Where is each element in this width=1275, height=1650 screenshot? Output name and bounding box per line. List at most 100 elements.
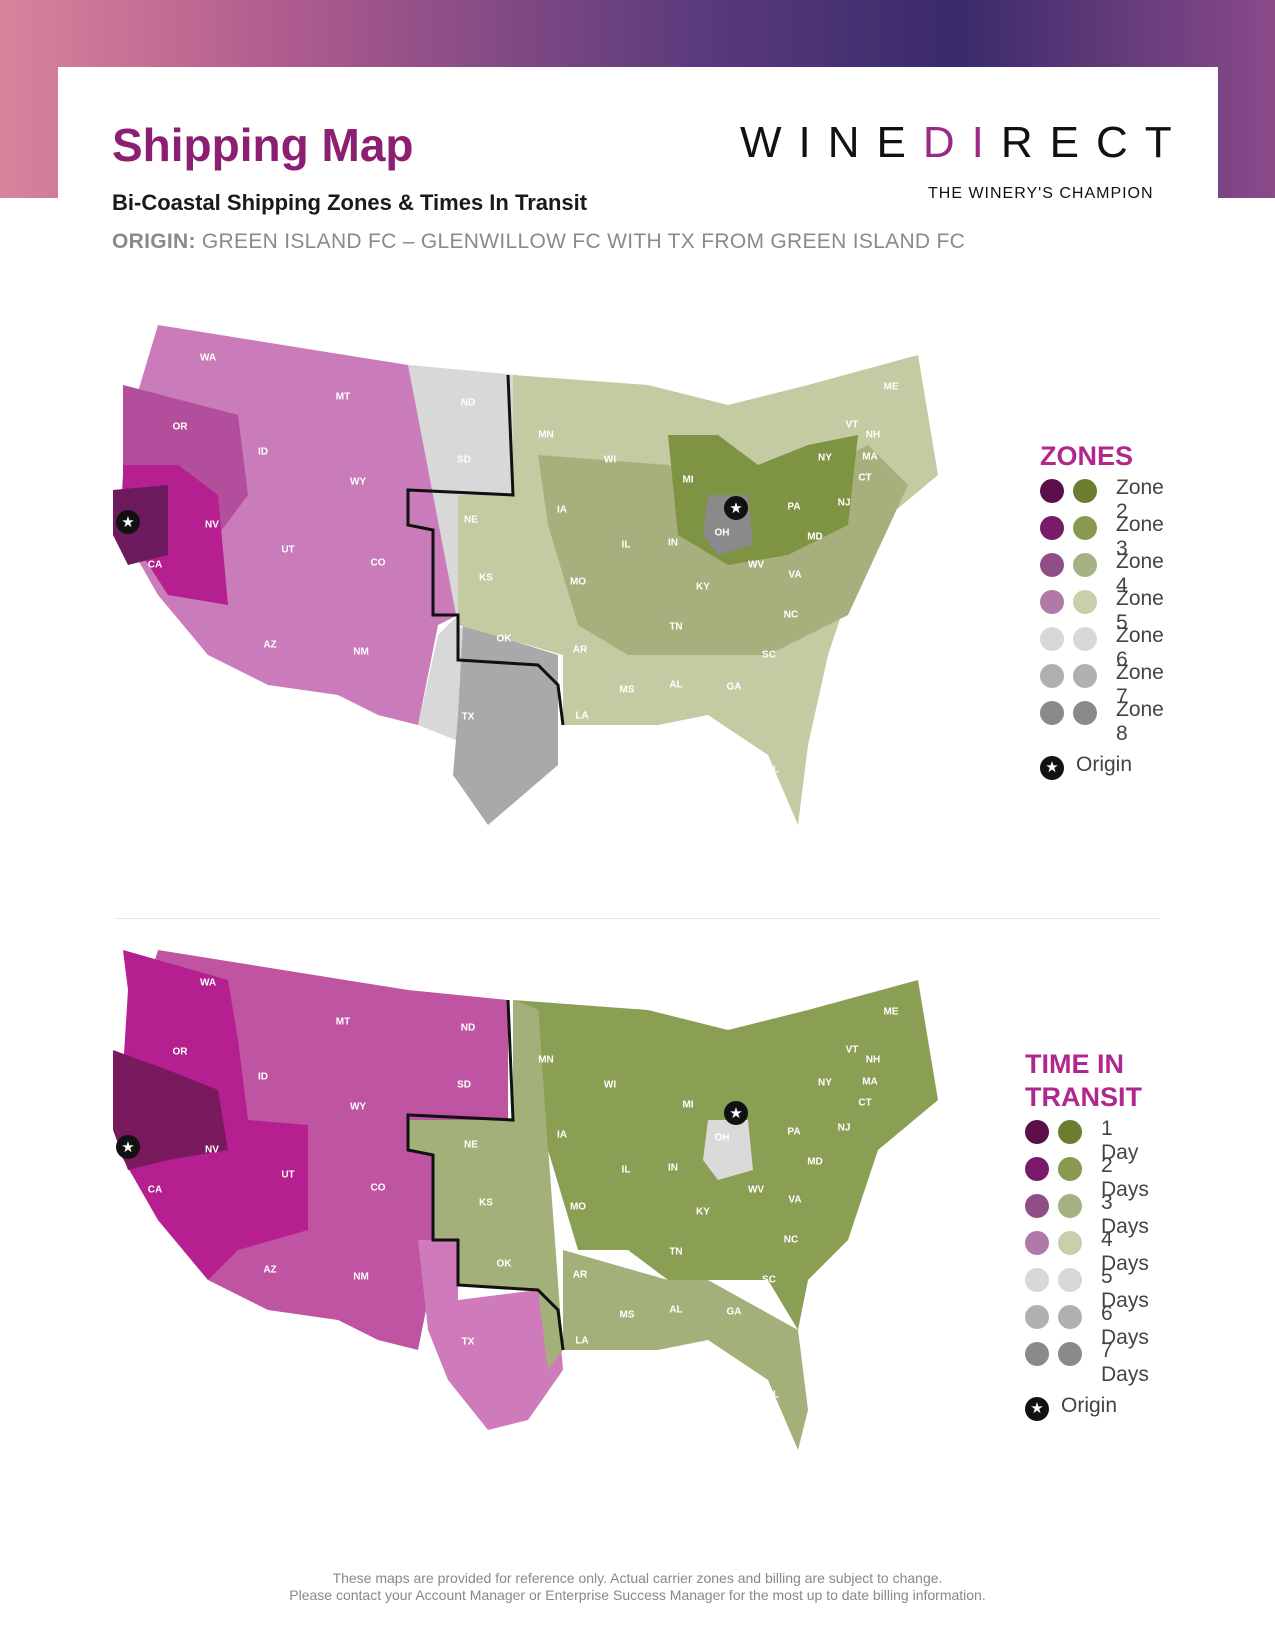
- origin-text: GREEN ISLAND FC – GLENWILLOW FC WITH TX …: [201, 230, 966, 253]
- state-label-ar: AR: [572, 644, 588, 656]
- t-state-label-mi: MI: [682, 1099, 694, 1111]
- state-label-wa: WA: [199, 352, 217, 364]
- transit-legend-title-line1: TIME IN: [1025, 1049, 1124, 1079]
- state-label-ia: IA: [557, 504, 567, 516]
- state-label-in: IN: [668, 537, 678, 549]
- zone-west-swatch: [1040, 553, 1064, 577]
- zones-legend-origin: ★ Origin: [1040, 750, 1133, 790]
- transit-legend-row: 6 Days: [1025, 1299, 1149, 1349]
- t-state-label-wv: WV: [747, 1184, 765, 1196]
- transit-legend-row: 5 Days: [1025, 1262, 1149, 1312]
- t-state-label-tx: TX: [461, 1336, 475, 1348]
- state-label-ga: GA: [726, 681, 742, 693]
- zone-legend-label: Zone 3: [1116, 513, 1164, 560]
- zone-legend-label: Zone 2: [1116, 476, 1164, 523]
- state-label-tx: TX: [461, 711, 475, 723]
- region-zone6: [408, 365, 558, 765]
- transit-legend-label: 6 Days: [1101, 1302, 1149, 1349]
- state-label-id: ID: [258, 446, 268, 458]
- transit-legend-label: 5 Days: [1101, 1265, 1149, 1312]
- state-label-ky: KY: [696, 581, 710, 593]
- zone-legend-label: Zone 5: [1116, 587, 1164, 634]
- t-state-label-me: ME: [883, 1006, 899, 1018]
- state-label-ks: KS: [479, 572, 493, 584]
- t-state-label-oh: OH: [714, 1132, 730, 1144]
- zone-legend-row: Zone 3: [1040, 510, 1164, 560]
- transit-west-swatch: [1025, 1120, 1049, 1144]
- zone-east-swatch: [1073, 664, 1097, 688]
- t-state-label-mt: MT: [335, 1016, 351, 1028]
- state-label-al: AL: [669, 679, 683, 691]
- t-state-label-in: IN: [668, 1162, 678, 1174]
- state-label-ms: MS: [619, 684, 635, 696]
- state-label-ne: NE: [464, 514, 478, 526]
- transit-legend: TIME IN TRANSIT 1 Day 2 Days 3 Days 4 Days 5…: [1025, 1048, 1149, 1431]
- state-label-ca: CA: [147, 559, 163, 571]
- zones-origin-label: Origin: [1076, 753, 1133, 776]
- state-label-nv: NV: [205, 519, 219, 531]
- zones-legend-rows: Zone 2 Zone 3 Zone 4 Zone 5 Zone 6 Zone 7 Zone…: [1040, 473, 1164, 745]
- state-label-wi: WI: [603, 454, 617, 466]
- zones-legend: ZONES Zone 2 Zone 3 Zone 4 Zone 5 Zone 6 Zone…: [1040, 440, 1164, 790]
- t-state-label-wa: WA: [199, 977, 217, 989]
- state-label-pa: PA: [787, 501, 801, 513]
- t-state-label-pa: PA: [787, 1126, 801, 1138]
- t-state-label-ok: OK: [496, 1258, 512, 1270]
- transit-origin-star-east: ★: [729, 1105, 742, 1122]
- t-state-label-sd: SD: [457, 1079, 471, 1091]
- state-label-nc: NC: [783, 609, 799, 621]
- transit-origin-label: Origin: [1061, 1394, 1118, 1417]
- t-state-label-ms: MS: [619, 1309, 635, 1321]
- t-state-label-wi: WI: [603, 1079, 617, 1091]
- t-state-label-ny: NY: [818, 1077, 832, 1089]
- transit-origin-east: [724, 1101, 748, 1125]
- zone-legend-row: Zone 2: [1040, 473, 1164, 523]
- transit-map-svg: ★ ★: [113, 950, 938, 1450]
- region-west-day1: [113, 1050, 228, 1170]
- t-state-label-ga: GA: [726, 1306, 742, 1318]
- zone-legend-label: Zone 4: [1116, 550, 1164, 597]
- content-card: [58, 67, 1218, 1650]
- transit-west-swatch: [1025, 1305, 1049, 1329]
- transit-map: ★ ★ WA OR CA NV ID MT WY UT AZ CO NM ND …: [108, 950, 988, 1510]
- zone-west-swatch: [1040, 479, 1064, 503]
- transit-legend-row: 1 Day: [1025, 1114, 1142, 1164]
- transit-legend-rows: 1 Day 2 Days 3 Days 4 Days 5 Days 6 Days 7 Day…: [1025, 1114, 1149, 1386]
- zone-west-swatch: [1040, 701, 1064, 725]
- transit-legend-row: 3 Days: [1025, 1188, 1149, 1238]
- t-state-label-nm: NM: [353, 1271, 369, 1283]
- state-label-co: CO: [370, 557, 386, 569]
- zones-map: ★ ★ WA OR CA NV ID MT WY UT AZ CO NM ND …: [108, 325, 988, 885]
- state-label-me: ME: [883, 381, 899, 393]
- t-state-label-ar: AR: [572, 1269, 588, 1281]
- state-label-md: MD: [807, 531, 823, 543]
- transit-legend-row: 7 Days: [1025, 1336, 1149, 1386]
- zone-west-swatch: [1040, 627, 1064, 651]
- state-label-il: IL: [621, 539, 631, 551]
- page-subtitle: Bi-Coastal Shipping Zones & Times In Tra…: [112, 190, 588, 215]
- region-ohio-day5: [703, 1120, 753, 1180]
- transit-legend-title: TIME IN TRANSIT: [1025, 1048, 1142, 1114]
- state-label-sd: SD: [457, 454, 471, 466]
- zone-legend-row: Zone 4: [1040, 547, 1164, 597]
- transit-legend-row: 2 Days: [1025, 1151, 1149, 1201]
- transit-legend-label: 3 Days: [1101, 1191, 1149, 1238]
- transit-east-swatch: [1058, 1120, 1082, 1144]
- origin-label: ORIGIN:: [112, 230, 196, 253]
- transit-divider-line: [406, 999, 565, 1351]
- t-state-label-ut: UT: [281, 1169, 295, 1181]
- transit-west-swatch: [1025, 1268, 1049, 1292]
- zone-east-swatch: [1073, 516, 1097, 540]
- zone-legend-label: Zone 6: [1116, 624, 1164, 671]
- disclaimer: These maps are provided for reference on…: [0, 1570, 1275, 1604]
- state-label-ma: MA: [862, 451, 878, 463]
- state-label-az: AZ: [263, 639, 277, 651]
- t-state-label-il: IL: [621, 1164, 631, 1176]
- t-state-label-id: ID: [258, 1071, 268, 1083]
- disclaimer-line1: These maps are provided for reference on…: [332, 1570, 943, 1586]
- zone-west-swatch: [1040, 664, 1064, 688]
- page-title: Shipping Map: [112, 119, 414, 171]
- state-label-nj: NJ: [837, 497, 851, 509]
- logo-text-left: WINE: [740, 118, 923, 167]
- zone-east-swatch: [1073, 479, 1097, 503]
